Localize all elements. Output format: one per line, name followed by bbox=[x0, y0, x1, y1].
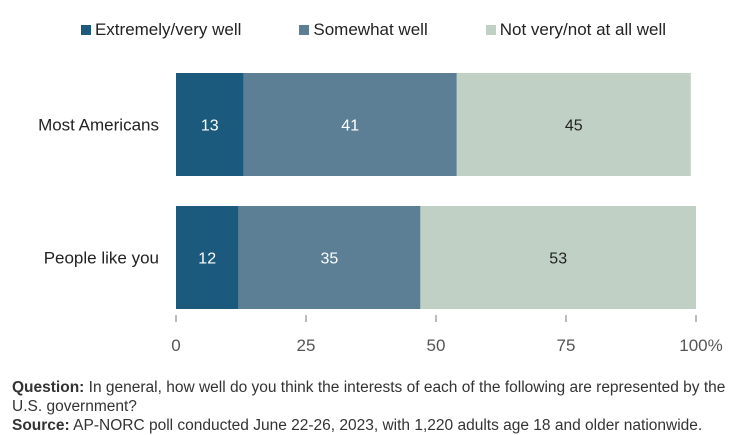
chart-legend: Extremely/very well Somewhat well Not ve… bbox=[0, 20, 747, 40]
data-label: 12 bbox=[198, 251, 216, 268]
question-line: Question: In general, how well do you th… bbox=[12, 378, 737, 416]
x-tick-label: 100% bbox=[679, 336, 722, 355]
bar-segment bbox=[420, 206, 696, 309]
question-text: In general, how well do you think the in… bbox=[12, 379, 726, 415]
x-tick-label: 0 bbox=[171, 336, 180, 355]
legend-swatch bbox=[299, 25, 310, 35]
question-label: Question: bbox=[12, 379, 85, 396]
bar-segment bbox=[176, 73, 244, 176]
bar-segment bbox=[456, 73, 691, 176]
data-label: 41 bbox=[341, 118, 359, 135]
bar-segment bbox=[243, 73, 457, 176]
bar-segment bbox=[238, 206, 421, 309]
data-label: 53 bbox=[549, 251, 567, 268]
legend-item: Somewhat well bbox=[299, 20, 428, 40]
x-tick-label: 50 bbox=[427, 336, 446, 355]
category-label: Most Americans bbox=[38, 116, 159, 135]
chart-footnote: Question: In general, how well do you th… bbox=[12, 378, 737, 435]
stacked-bar-chart: Extremely/very well Somewhat well Not ve… bbox=[0, 20, 747, 355]
legend-item: Extremely/very well bbox=[80, 20, 242, 40]
legend-swatch bbox=[80, 25, 91, 35]
legend-swatch bbox=[485, 25, 496, 35]
legend-label: Extremely/very well bbox=[94, 20, 242, 39]
x-tick-label: 75 bbox=[557, 336, 576, 355]
legend-label: Not very/not at all well bbox=[499, 20, 667, 39]
legend-item: Not very/not at all well bbox=[485, 20, 667, 40]
legend-label: Somewhat well bbox=[313, 20, 428, 39]
category-label: People like you bbox=[44, 249, 159, 268]
bar-segment bbox=[176, 206, 239, 309]
data-label: 13 bbox=[201, 118, 219, 135]
data-label: 35 bbox=[321, 251, 339, 268]
data-label: 45 bbox=[565, 118, 583, 135]
x-tick-label: 25 bbox=[297, 336, 316, 355]
chart-plot: Most Americans 13 41 45 People like you 12 35 5… bbox=[38, 73, 723, 355]
